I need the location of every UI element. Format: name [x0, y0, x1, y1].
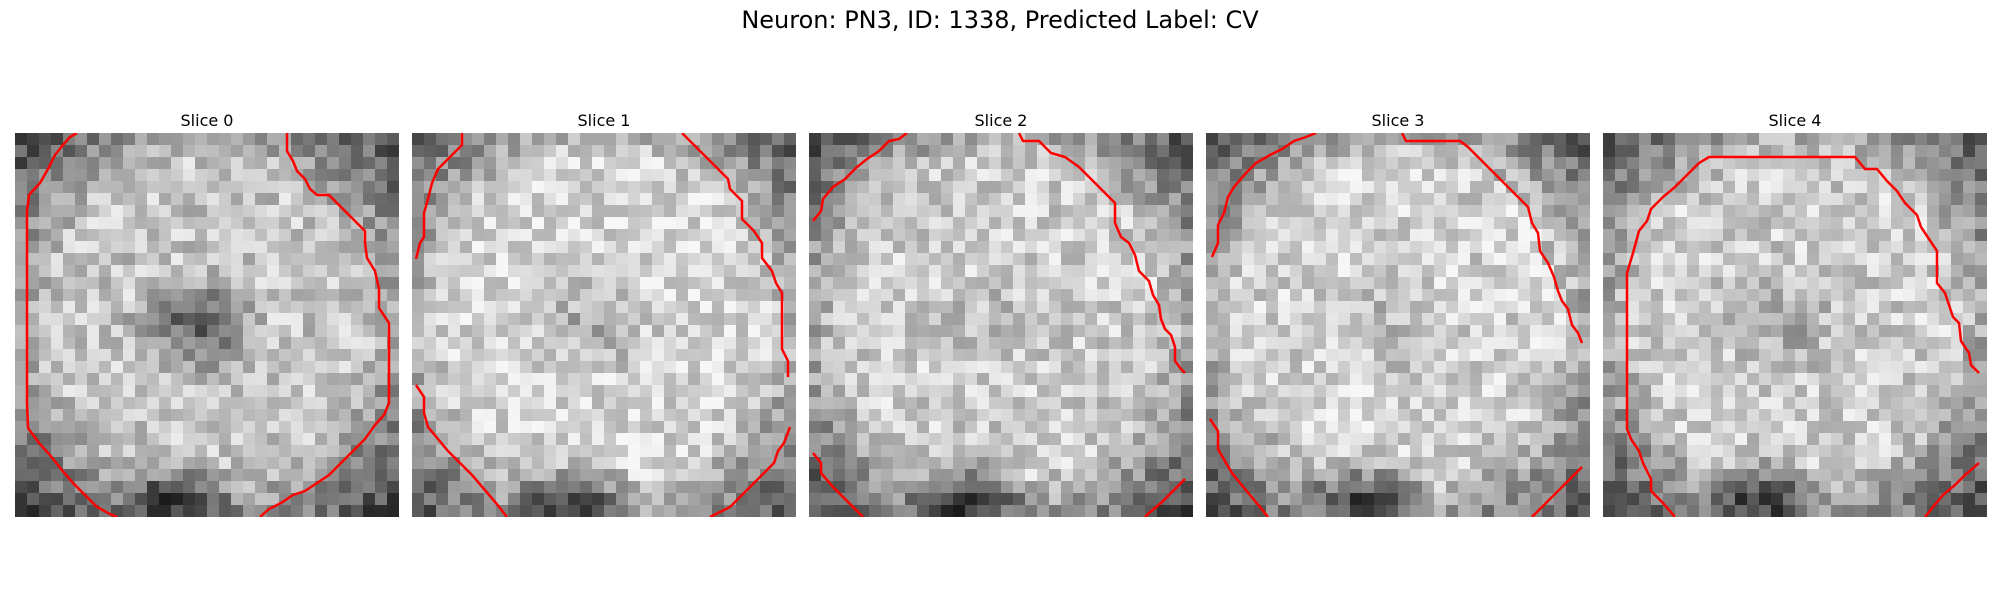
slice-image [809, 133, 1193, 517]
slice-panel-0: Slice 0 [15, 110, 399, 517]
slice-panel-4: Slice 4 [1603, 110, 1987, 517]
contour-line [1210, 133, 1317, 258]
contour-line [1017, 133, 1186, 374]
slice-image [15, 133, 399, 517]
contour-line [1625, 155, 1980, 517]
slice-panel-2: Slice 2 [809, 110, 1193, 517]
slice-title: Slice 1 [577, 111, 631, 130]
contour-line [1144, 478, 1186, 517]
contour-line [812, 452, 864, 517]
contour-line [414, 133, 464, 260]
slice-title: Slice 3 [1371, 111, 1425, 130]
figure-title: Neuron: PN3, ID: 1338, Predicted Label: … [741, 6, 1259, 34]
slice-image [1603, 133, 1987, 517]
contour-line [25, 133, 118, 517]
contour-line [709, 426, 792, 517]
slice-panel-3: Slice 3 [1206, 110, 1590, 517]
contour-line [681, 133, 790, 377]
slice-title: Slice 2 [974, 111, 1028, 130]
pixel-grid [412, 133, 796, 517]
slice-panel-1: Slice 1 [412, 110, 796, 517]
slice-title: Slice 4 [1768, 111, 1822, 130]
slice-title: Slice 0 [180, 111, 234, 130]
contour-line [1924, 462, 1980, 517]
contour-line [812, 133, 908, 222]
contour-line [1400, 133, 1584, 344]
pixel-grid [1206, 133, 1590, 517]
pixel-grid [15, 133, 399, 517]
slice-image [412, 133, 796, 517]
contour-line [1208, 418, 1269, 517]
slice-image [1206, 133, 1590, 517]
contour-line [414, 384, 508, 517]
pixel-grid [1603, 133, 1987, 517]
pixel-grid [809, 133, 1193, 517]
contour-line [259, 133, 391, 517]
contour-line [1531, 466, 1583, 517]
